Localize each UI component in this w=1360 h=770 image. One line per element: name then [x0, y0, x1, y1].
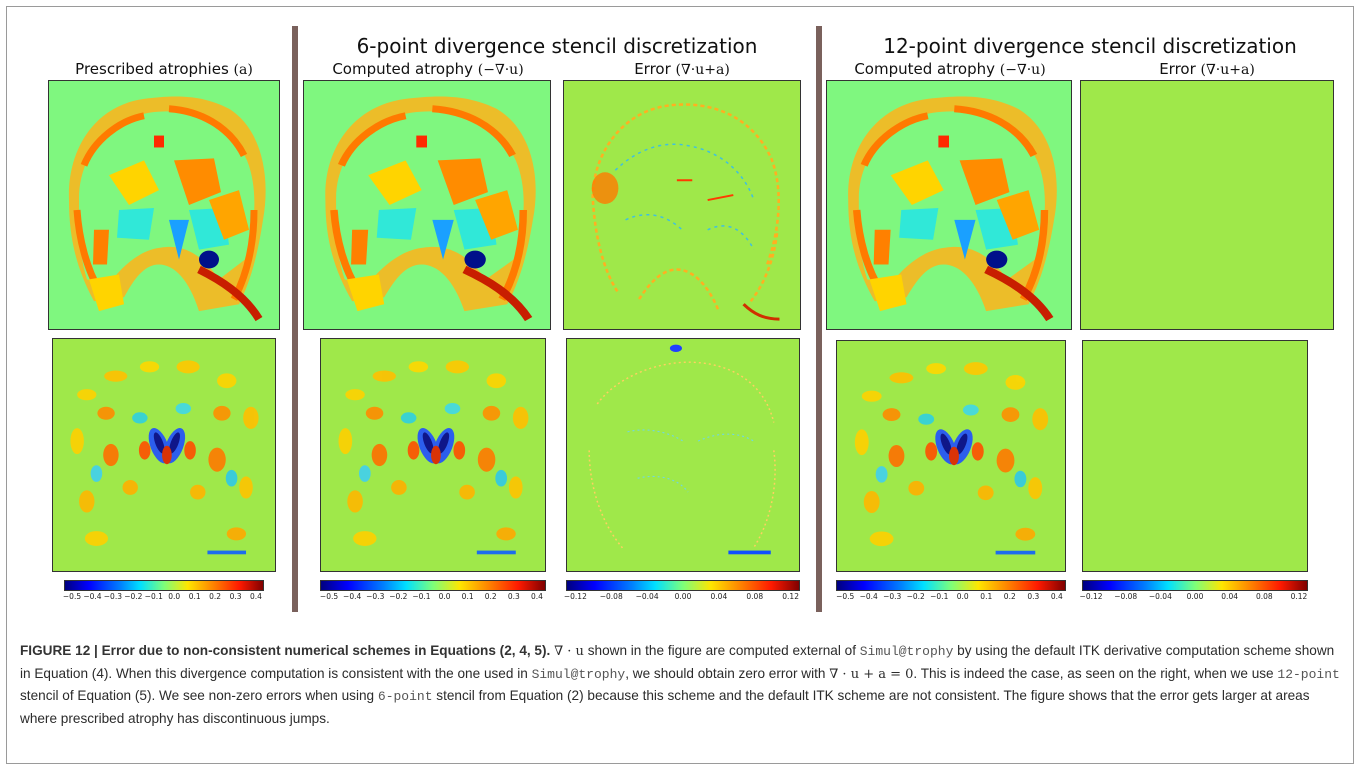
colorbar-ticks-atrophy-2: −0.5 −0.4 −0.3 −0.2 −0.1 0.0 0.1 0.2 0.3 0.4	[320, 592, 546, 604]
colorbar-tick-label: 0.04	[1221, 592, 1238, 601]
colorbar-tick-label: 0.3	[229, 592, 242, 601]
colorbar-tick-label: −0.2	[124, 592, 143, 601]
caption-text-1a: shown in the figure are computed externa…	[583, 643, 860, 658]
colorbar-tick-label: −0.04	[1148, 592, 1172, 601]
divider-left	[292, 26, 298, 612]
colorbar-ticks-error-1: −0.12 −0.08 −0.04 0.00 0.04 0.08 0.12	[563, 592, 800, 604]
panel-computed-atrophy-12	[826, 80, 1072, 330]
title-text: Computed atrophy	[332, 60, 478, 78]
divider-right	[816, 26, 822, 612]
colorbar-tick-label: 0.2	[209, 592, 222, 601]
panel-prescribed-atrophy	[48, 80, 280, 330]
panel-computed-divergence-12	[836, 340, 1066, 572]
colorbar-ticks-error-2: −0.12 −0.08 −0.04 0.00 0.04 0.08 0.12	[1079, 592, 1308, 604]
colorbar-tick-label: 0.08	[1255, 592, 1273, 601]
colorbar-tick-label: −0.08	[599, 592, 623, 601]
panel-error-6	[563, 80, 801, 330]
figure-frame	[6, 6, 1354, 764]
colorbar-tick-label: −0.3	[883, 592, 902, 601]
colorbar-tick-label: 0.1	[980, 592, 993, 601]
panel-computed-atrophy-6	[303, 80, 551, 330]
colorbar-tick-label: 0.0	[956, 592, 969, 601]
colorbar-tick-label: −0.1	[930, 592, 949, 601]
colorbar-tick-label: −0.3	[366, 592, 385, 601]
colorbar-tick-label: −0.12	[1079, 592, 1103, 601]
colorbar-tick-label: 0.1	[461, 592, 474, 601]
colorbar-tick-label: 0.4	[530, 592, 543, 601]
colorbar-tick-label: 0.08	[746, 592, 764, 601]
colorbar-tick-label: 0.2	[484, 592, 497, 601]
colorbar-tick-label: −0.5	[319, 592, 339, 601]
colorbar-tick-label: −0.12	[563, 592, 587, 601]
caption-stencil-12: 12-point	[1277, 666, 1340, 682]
colorbar-ticks-atrophy-3: −0.5 −0.4 −0.3 −0.2 −0.1 0.0 0.1 0.2 0.3 0.4	[836, 592, 1066, 604]
title-text: Prescribed atrophies	[75, 60, 234, 78]
colorbar-tick-label: 0.0	[168, 592, 181, 601]
caption-equation-zero-error: ∇ · u + a = 0	[829, 666, 914, 682]
colorbar-tick-label: −0.5	[62, 592, 82, 601]
caption-text-3: stencil of Equation (5). We see non-zero…	[20, 688, 378, 703]
panel-error-divergence-6	[566, 338, 800, 572]
title-math: (a)	[233, 62, 253, 78]
caption-symbol-div-u: ∇ · u	[554, 644, 584, 659]
colorbar-tick-label: 0.1	[188, 592, 201, 601]
colorbar-tick-label: −0.3	[103, 592, 122, 601]
group-title-12-point: 12-point divergence stencil discretizati…	[883, 34, 1297, 58]
colorbar-tick-label: 0.4	[250, 592, 262, 601]
caption-stencil-6: 6-point	[377, 689, 433, 704]
colorbar-tick-label: −0.4	[83, 592, 102, 601]
colorbar-tick-label: 0.12	[1290, 592, 1308, 601]
colorbar-tick-label: −0.1	[144, 592, 163, 601]
title-text: Computed atrophy	[854, 60, 1000, 78]
colorbar-tick-label: 0.12	[782, 592, 799, 601]
panel-prescribed-divergence	[52, 338, 276, 572]
caption-label: FIGURE 12 | Error due to non-consistent …	[20, 643, 551, 658]
colorbar-tick-label: 0.3	[1027, 592, 1040, 601]
colorbar-atrophy-2	[320, 580, 546, 591]
caption-tool-name-1: Simul@trophy	[859, 644, 954, 659]
title-computed-atrophy-12: Computed atrophy (−∇·u)	[824, 60, 1076, 78]
caption-tool-name-2: Simul@trophy	[531, 666, 626, 682]
colorbar-error-1	[566, 580, 800, 591]
figure: 6-point divergence stencil discretizatio…	[48, 26, 1334, 612]
title-computed-atrophy-6: Computed atrophy (−∇·u)	[302, 60, 554, 78]
panel-error-12	[1080, 80, 1334, 330]
colorbar-tick-label: 0.04	[710, 592, 728, 601]
figure-caption: FIGURE 12 | Error due to non-consistent …	[20, 640, 1340, 729]
colorbar-atrophy-1	[64, 580, 264, 591]
panel-error-divergence-12	[1082, 340, 1308, 572]
colorbar-tick-label: 0.00	[1186, 592, 1204, 601]
colorbar-atrophy-3	[836, 580, 1066, 591]
title-error-6: Error (∇·u+a)	[562, 60, 802, 78]
colorbar-tick-label: 0.00	[674, 592, 692, 601]
title-math: (∇·u+a)	[675, 62, 730, 78]
caption-text-4: stencil from Equation (2) because this s…	[20, 688, 1310, 726]
title-math: (−∇·u)	[999, 62, 1046, 78]
colorbar-tick-label: −0.2	[906, 592, 925, 601]
colorbar-tick-label: −0.08	[1114, 592, 1138, 601]
panel-computed-divergence-6	[320, 338, 546, 572]
group-title-6-point: 6-point divergence stencil discretizatio…	[356, 34, 758, 58]
title-math: (∇·u+a)	[1200, 62, 1255, 78]
colorbar-tick-label: −0.5	[836, 592, 855, 601]
title-error-12: Error (∇·u+a)	[1080, 60, 1334, 78]
colorbar-tick-label: 0.2	[1003, 592, 1016, 601]
colorbar-tick-label: 0.3	[507, 592, 520, 601]
caption-text-2b: . This is indeed the case, as seen on th…	[913, 665, 1278, 681]
colorbar-tick-label: −0.04	[635, 592, 659, 601]
colorbar-error-2	[1082, 580, 1308, 591]
caption-text-2a: , we should obtain zero error with	[625, 665, 830, 681]
colorbar-ticks-atrophy-1: −0.5 −0.4 −0.3 −0.2 −0.1 0.0 0.1 0.2 0.3 0.4	[62, 592, 264, 604]
title-text: Error	[634, 60, 676, 78]
colorbar-tick-label: −0.4	[343, 592, 362, 601]
colorbar-tick-label: 0.0	[438, 592, 451, 601]
caption-text-1b: by using the default ITK derivative comp…	[20, 643, 1335, 681]
colorbar-tick-label: −0.4	[859, 592, 878, 601]
colorbar-tick-label: 0.4	[1050, 592, 1063, 601]
colorbar-tick-label: −0.1	[412, 592, 431, 601]
title-text: Error	[1159, 60, 1201, 78]
colorbar-tick-label: −0.2	[389, 592, 408, 601]
title-math: (−∇·u)	[477, 62, 524, 78]
title-prescribed-atrophies: Prescribed atrophies (a)	[48, 60, 280, 78]
